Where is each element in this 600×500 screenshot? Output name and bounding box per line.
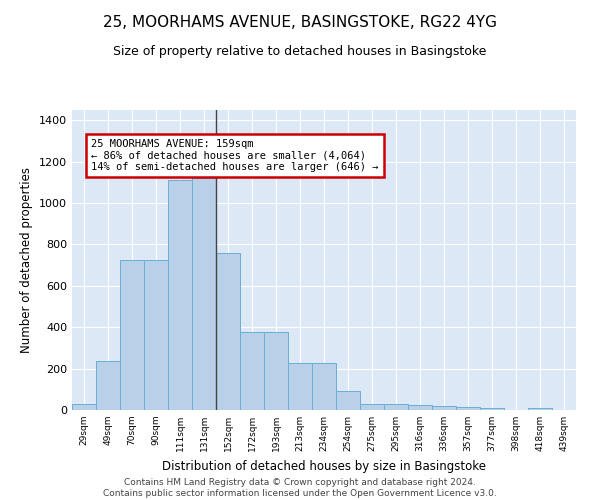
Y-axis label: Number of detached properties: Number of detached properties [20,167,34,353]
Bar [360,404,384,410]
Bar [240,332,264,410]
Bar [264,332,288,410]
Bar [480,408,504,410]
Text: 25 MOORHAMS AVENUE: 159sqm
← 86% of detached houses are smaller (4,064)
14% of s: 25 MOORHAMS AVENUE: 159sqm ← 86% of deta… [91,139,379,172]
Bar [432,406,456,410]
Text: Contains HM Land Registry data © Crown copyright and database right 2024.
Contai: Contains HM Land Registry data © Crown c… [103,478,497,498]
Bar [384,404,408,410]
Bar [192,178,216,410]
Bar [216,253,240,410]
Bar [312,364,336,410]
Bar [408,405,432,410]
Bar [168,180,192,410]
Bar [120,260,144,410]
Bar [456,407,480,410]
Text: 25, MOORHAMS AVENUE, BASINGSTOKE, RG22 4YG: 25, MOORHAMS AVENUE, BASINGSTOKE, RG22 4… [103,15,497,30]
Bar [96,362,120,410]
Bar [336,392,360,410]
Bar [288,364,312,410]
Bar [72,404,96,410]
Text: Size of property relative to detached houses in Basingstoke: Size of property relative to detached ho… [113,45,487,58]
Bar [144,260,168,410]
Bar [528,408,552,410]
X-axis label: Distribution of detached houses by size in Basingstoke: Distribution of detached houses by size … [162,460,486,472]
